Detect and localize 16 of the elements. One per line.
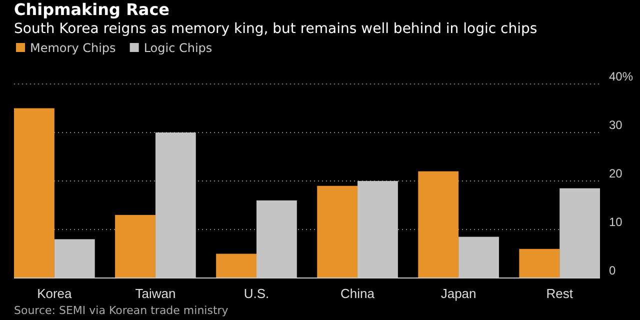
- x-tick-label: Rest: [546, 286, 574, 302]
- chart-subtitle: South Korea reigns as memory king, but remains well behind in logic chips: [14, 21, 538, 37]
- x-tick-label: Japan: [440, 286, 476, 302]
- x-tick-label: Korea: [37, 286, 73, 302]
- source-note: Source: SEMI via Korean trade ministry: [14, 304, 229, 317]
- chart-title: Chipmaking Race: [14, 0, 170, 19]
- y-tick-label: 30: [609, 118, 623, 132]
- x-tick-label: China: [340, 286, 376, 302]
- y-tick-label: 10: [609, 214, 623, 229]
- x-tick-label: Taiwan: [135, 286, 176, 302]
- y-tick-label: 40%: [609, 69, 634, 84]
- legend-label: Memory Chips: [30, 41, 116, 55]
- x-tick-label: U.S.: [244, 286, 270, 302]
- legend-label: Logic Chips: [144, 41, 212, 55]
- y-tick-label: 20: [609, 166, 623, 180]
- y-tick-label: 0: [609, 263, 616, 278]
